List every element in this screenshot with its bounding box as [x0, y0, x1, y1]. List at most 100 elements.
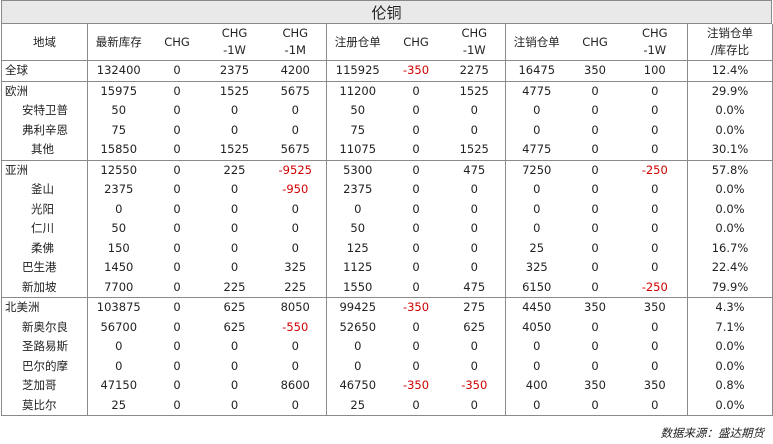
value-cell: 0 — [230, 201, 239, 216]
value-cell: 2375 — [219, 63, 250, 78]
column-header: 最新库存 — [87, 24, 150, 61]
column-header: 注册仓单 — [326, 24, 389, 61]
column-header-line1: 注销仓单 — [707, 26, 753, 40]
value-cell: 0 — [591, 339, 599, 354]
value-cell: 0 — [412, 358, 420, 373]
value-cell: 400 — [505, 376, 568, 396]
value-cell: 625 — [223, 319, 246, 334]
value-cell: 0 — [412, 201, 420, 216]
value-cell: 29.9% — [687, 80, 773, 101]
table-row: 芝加哥 47150 0 0 8600 46750 -350 -350 400 350 350 0.8% — [2, 376, 773, 396]
table-row: 釜山 2375 0 0 -950 2375 0 0 0 0 0 0.0% — [2, 180, 773, 200]
region-name-cell: 欧洲 — [1, 80, 88, 101]
column-header-line1: 注册仓单 — [334, 34, 381, 49]
region-name-cell: 柔佛 — [31, 240, 54, 255]
value-cell: 0 — [591, 201, 599, 216]
value-cell: 115925 — [326, 60, 389, 81]
value-cell: 0 — [173, 182, 181, 197]
value-cell: 4200 — [280, 63, 310, 78]
value-cell: 0 — [230, 103, 239, 118]
region-name-cell: 仁川 — [31, 221, 54, 236]
value-cell: 15975 — [87, 80, 150, 101]
value-cell: 0 — [505, 356, 568, 376]
table-body: 全球 132400 0 2375 4200 115925 -350 2275 16475 350 1… — [1, 60, 773, 416]
value-cell: 0 — [173, 260, 181, 275]
value-cell: 0 — [651, 397, 659, 412]
value-cell: 0 — [591, 397, 599, 412]
value-cell: 0 — [326, 356, 389, 376]
value-cell: 0 — [230, 182, 239, 197]
value-cell: 103875 — [87, 297, 150, 318]
value-cell: 99425 — [326, 297, 389, 318]
table-row: 北美洲 103875 0 625 8050 99425 -350 275 4450 350 350 4… — [1, 297, 773, 318]
value-cell: 0 — [567, 80, 623, 101]
value-cell: 0 — [651, 182, 659, 197]
value-cell: 0.0% — [687, 356, 773, 376]
value-cell: 4775 — [505, 140, 568, 160]
table-row: 圣路易斯 0 0 0 0 0 0 0 0 0 0 0.0% — [2, 337, 773, 357]
value-cell: 0 — [87, 337, 150, 357]
value-cell: 0 — [291, 240, 299, 255]
value-cell: -350 — [402, 378, 430, 393]
value-cell: 0 — [470, 339, 478, 354]
column-header-line2: -1M — [284, 43, 306, 57]
value-cell: 0 — [230, 358, 239, 373]
value-cell: 2275 — [459, 63, 489, 78]
value-cell: 0 — [470, 358, 478, 373]
value-cell: 0 — [291, 397, 299, 412]
value-cell: 4775 — [505, 80, 568, 101]
value-cell: 0 — [149, 297, 205, 318]
column-header: 注销仓单 — [505, 24, 568, 61]
value-cell: 0 — [505, 219, 568, 239]
value-cell: 7.1% — [687, 317, 773, 337]
column-header: CHG -1W — [622, 24, 688, 61]
value-cell: 0 — [470, 397, 478, 412]
table-row: 新奥尔良 56700 0 625 -550 52650 0 625 4050 0 0 7.1% — [2, 317, 773, 337]
value-cell: 5675 — [264, 80, 327, 101]
value-cell: 0 — [87, 356, 150, 376]
column-header: CHG -1W — [443, 24, 506, 61]
value-cell: 2375 — [87, 180, 150, 200]
column-header-line1: 最新库存 — [95, 34, 142, 49]
value-cell: 0 — [173, 397, 181, 412]
value-cell: 0 — [651, 339, 659, 354]
value-cell: 0 — [173, 339, 181, 354]
value-cell: 350 — [622, 297, 688, 318]
column-header: 注销仓单/库存比 — [687, 24, 773, 61]
value-cell: 0 — [173, 103, 181, 118]
region-name-cell: 亚洲 — [1, 159, 88, 180]
value-cell: -950 — [282, 182, 309, 197]
value-cell: 0.0% — [687, 395, 773, 416]
column-header: CHG -1W — [204, 24, 265, 61]
value-cell: 0 — [412, 122, 420, 137]
value-cell: 75 — [87, 120, 150, 140]
value-cell: 0 — [291, 339, 299, 354]
value-cell: 0 — [412, 103, 420, 118]
value-cell: 0 — [291, 201, 299, 216]
value-cell: 0 — [591, 103, 599, 118]
value-cell: -350 — [402, 63, 430, 78]
value-cell: 25 — [87, 395, 150, 416]
region-name-cell: 新加坡 — [22, 279, 57, 294]
value-cell: 47150 — [87, 376, 150, 396]
value-cell: 4.3% — [687, 297, 773, 318]
table-row: 其他 15850 0 1525 5675 11075 0 1525 4775 0 0 30.1% — [2, 140, 773, 160]
value-cell: 0 — [505, 337, 568, 357]
value-cell: 325 — [505, 258, 568, 278]
value-cell: 0 — [388, 159, 444, 180]
value-cell: 56700 — [87, 317, 150, 337]
value-cell: 15850 — [87, 140, 150, 160]
region-name-cell: 新奥尔良 — [22, 319, 68, 334]
value-cell: 0 — [149, 80, 205, 101]
value-cell: 0 — [173, 358, 181, 373]
value-cell: 0 — [505, 180, 568, 200]
value-cell: 0 — [505, 120, 568, 140]
column-header-line1: CHG — [221, 26, 248, 40]
region-name-cell: 其他 — [31, 142, 54, 157]
value-cell: 275 — [443, 297, 506, 318]
region-name-cell: 弗利辛恩 — [22, 122, 68, 137]
value-cell: -9525 — [264, 159, 327, 180]
value-cell: 25 — [326, 395, 389, 416]
value-cell: 225 — [223, 279, 246, 294]
